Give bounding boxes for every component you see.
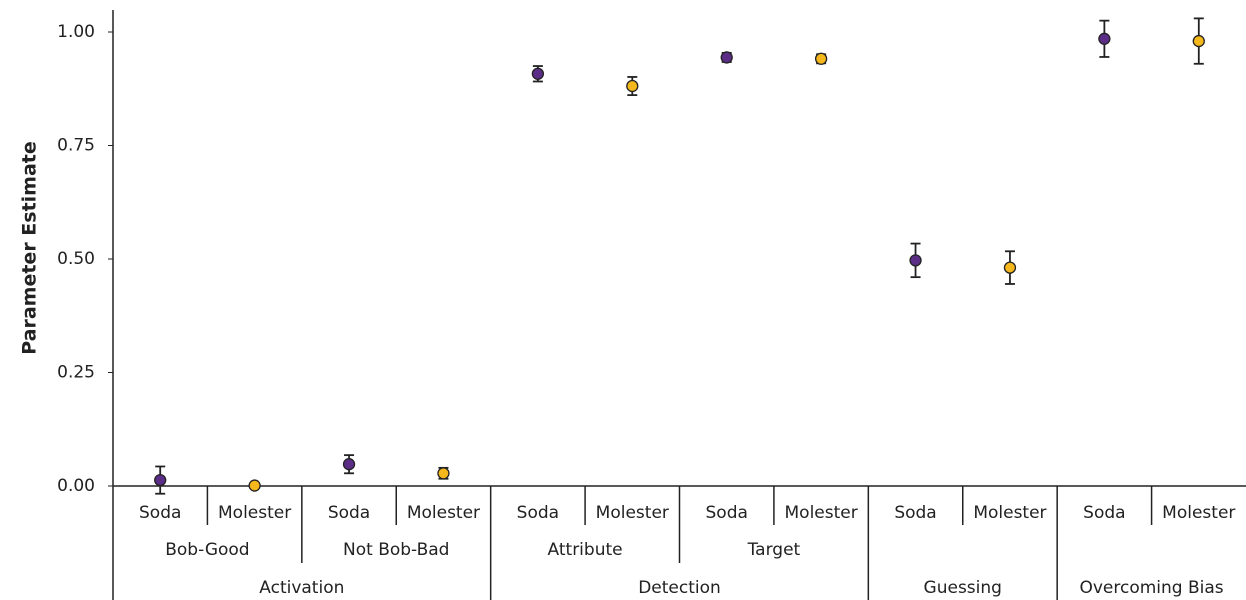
point — [720, 51, 733, 64]
x-tick-label: Soda — [328, 503, 370, 523]
y-tick-label: 0.75 — [57, 136, 95, 156]
group-label: Overcoming Bias — [1079, 578, 1223, 598]
x-tick-label: Soda — [894, 503, 936, 523]
group-label: Detection — [638, 578, 721, 598]
group-label: Guessing — [924, 578, 1002, 598]
point — [909, 254, 922, 267]
subgroup-label: Target — [747, 540, 801, 560]
point — [1098, 32, 1111, 45]
point — [248, 479, 261, 492]
x-tick-label: Soda — [1083, 503, 1125, 523]
x-tick-label: Soda — [706, 503, 748, 523]
point — [531, 67, 545, 80]
x-tick-label: Molester — [1162, 503, 1235, 523]
point — [342, 458, 356, 471]
point — [814, 52, 828, 65]
x-tick-label: Molester — [596, 503, 669, 523]
y-tick-label: 0.00 — [57, 476, 95, 496]
y-tick-label: 0.25 — [57, 363, 95, 383]
x-tick-label: Soda — [517, 503, 559, 523]
point — [1192, 34, 1205, 48]
subgroup-label: Attribute — [548, 540, 623, 560]
point — [437, 467, 450, 480]
x-tick-label: Molester — [407, 503, 480, 523]
x-tick-label: Soda — [139, 503, 181, 523]
x-tick-label: Molester — [218, 503, 291, 523]
y-axis-label: Parameter Estimate — [19, 141, 41, 355]
point — [626, 79, 639, 93]
point — [1003, 261, 1017, 274]
x-tick-label: Molester — [973, 503, 1046, 523]
subgroup-label: Bob-Good — [165, 540, 249, 560]
group-label: Activation — [259, 578, 344, 598]
x-tick-label: Molester — [785, 503, 858, 523]
subgroup-label: Not Bob-Bad — [343, 540, 449, 560]
y-tick-label: 0.50 — [57, 249, 95, 269]
y-tick-label: 1.00 — [57, 22, 95, 42]
point — [154, 473, 167, 487]
